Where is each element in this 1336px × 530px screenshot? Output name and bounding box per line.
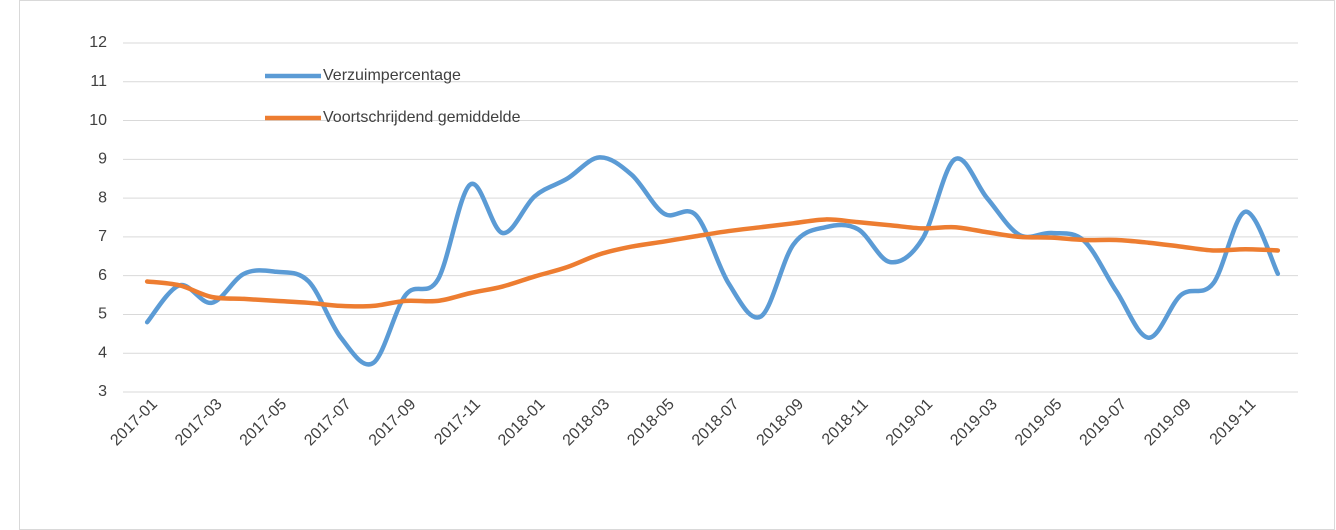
y-tick-label: 7	[98, 228, 107, 245]
y-tick-label: 11	[90, 73, 107, 90]
chart-border	[19, 0, 1335, 530]
y-tick-label: 9	[98, 151, 107, 168]
y-tick-label: 3	[98, 383, 107, 400]
y-tick-label: 8	[98, 189, 107, 206]
y-tick-label: 4	[98, 344, 107, 361]
y-tick-label: 12	[89, 34, 107, 51]
legend-label: Verzuimpercentage	[323, 67, 461, 84]
data-line	[144, 217, 1281, 309]
y-tick-label: 5	[98, 306, 107, 323]
data-line	[144, 155, 1281, 367]
legend-label: Voortschrijdend gemiddelde	[323, 109, 521, 126]
y-tick-label: 6	[98, 267, 107, 284]
y-tick-label: 10	[89, 112, 107, 129]
